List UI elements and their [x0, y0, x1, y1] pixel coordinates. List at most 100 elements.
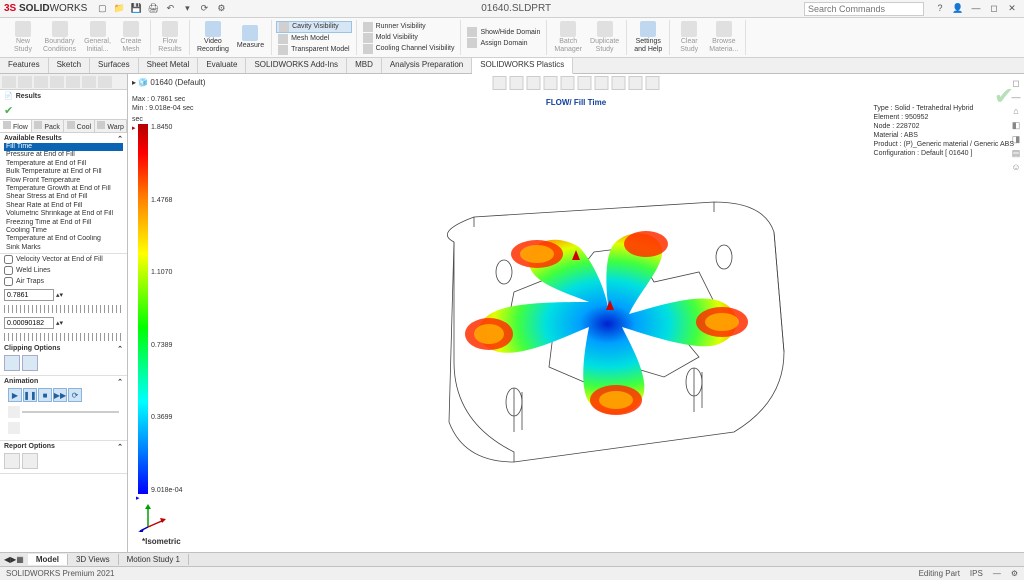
select-icon[interactable]: ▾	[180, 2, 194, 16]
ribbon-btn-browse[interactable]: BrowseMateria...	[706, 20, 741, 54]
tab-features[interactable]: Features	[0, 58, 49, 73]
collapse-icon[interactable]: ⌃	[117, 135, 123, 143]
weld-checkbox[interactable]	[4, 266, 13, 275]
options-icon[interactable]: ⚙	[214, 2, 228, 16]
status-units[interactable]: IPS	[970, 569, 983, 578]
report-btn-2[interactable]	[22, 453, 38, 469]
subtab-cool[interactable]: Cool	[64, 120, 96, 132]
fm-icon-2[interactable]	[18, 76, 32, 88]
subtab-pack[interactable]: Pack	[32, 120, 64, 132]
min-slider-track[interactable]	[4, 333, 123, 341]
status-custom-icon[interactable]: —	[993, 569, 1001, 578]
bottom-tab-motion-study-1[interactable]: Motion Study 1	[119, 554, 189, 565]
bottom-tab-model[interactable]: Model	[28, 554, 68, 565]
spinner-icon[interactable]: ▴▾	[56, 291, 63, 299]
print-icon[interactable]: 🖨	[146, 2, 160, 16]
undo-icon[interactable]: ↶	[163, 2, 177, 16]
ribbon-item-mesh-model[interactable]: Mesh Model	[276, 34, 352, 44]
tab-sketch[interactable]: Sketch	[49, 58, 90, 73]
graphics-tree[interactable]: ▸ 🧊 01640 (Default)	[132, 78, 206, 87]
status-gear-icon[interactable]: ⚙	[1011, 569, 1018, 578]
tab-solidworks-plastics[interactable]: SOLIDWORKS Plastics	[472, 58, 573, 74]
result-volumetric-shrinkage-at-end-of-fill[interactable]: Volumetric Shrinkage at End of Fill	[4, 210, 123, 218]
result-pressure-at-end-of-fill[interactable]: Pressure at End of Fill	[4, 151, 123, 159]
search-commands-input[interactable]	[804, 2, 924, 16]
result-bulk-temperature-at-end-of-fill[interactable]: Bulk Temperature at End of Fill	[4, 168, 123, 176]
zoom-fit-icon[interactable]	[493, 76, 507, 90]
air-checkbox[interactable]	[4, 277, 13, 286]
velocity-checkbox[interactable]	[4, 255, 13, 264]
anim-timeline[interactable]	[22, 411, 119, 413]
clip-btn-2[interactable]	[22, 355, 38, 371]
bottom-tab-3d-views[interactable]: 3D Views	[68, 554, 119, 565]
tab-surfaces[interactable]: Surfaces	[90, 58, 139, 73]
clip-btn-1[interactable]	[4, 355, 20, 371]
anim-ctrl-a[interactable]	[8, 406, 20, 418]
result-temperature-at-end-of-fill[interactable]: Temperature at End of Fill	[4, 160, 123, 168]
ribbon-btn-video[interactable]: VideoRecording	[194, 20, 232, 54]
anim-ctrl-b[interactable]	[8, 422, 20, 434]
ribbon-item-transparent-model[interactable]: Transparent Model	[276, 45, 352, 55]
help-icon[interactable]: ?	[932, 3, 948, 14]
display-style-icon[interactable]	[578, 76, 592, 90]
ribbon-btn-measure[interactable]: Measure	[234, 24, 267, 51]
play-icon[interactable]: ▶	[8, 388, 22, 402]
ribbon-btn-new[interactable]: NewStudy	[8, 20, 38, 54]
appearance-icon[interactable]	[612, 76, 626, 90]
fm-icon-7[interactable]	[98, 76, 112, 88]
ribbon-btn-settings[interactable]: Settingsand Help	[631, 20, 665, 54]
air-checkbox-row[interactable]: Air Traps	[0, 276, 127, 287]
maximize-icon[interactable]: ◻	[986, 3, 1002, 14]
stop-icon[interactable]: ■	[38, 388, 52, 402]
ribbon-btn-boundary[interactable]: BoundaryConditions	[40, 20, 79, 54]
hide-show-icon[interactable]	[595, 76, 609, 90]
ribbon-item-cooling-channel-visibility[interactable]: Cooling Channel Visibility	[361, 44, 457, 54]
min-slider[interactable]: ▴▾	[0, 315, 127, 331]
scene-icon[interactable]	[629, 76, 643, 90]
ribbon-btn-create[interactable]: CreateMesh	[116, 20, 146, 54]
tp-appear-icon[interactable]: ☺	[1010, 162, 1022, 174]
view-settings-icon[interactable]	[646, 76, 660, 90]
tab-evaluate[interactable]: Evaluate	[198, 58, 246, 73]
max-slider-track[interactable]	[4, 305, 123, 313]
weld-checkbox-row[interactable]: Weld Lines	[0, 265, 127, 276]
result-shear-rate-at-end-of-fill[interactable]: Shear Rate at End of Fill	[4, 202, 123, 210]
minimize-icon[interactable]: —	[968, 3, 984, 14]
pause-icon[interactable]: ❚❚	[23, 388, 37, 402]
collapse-icon[interactable]: ⌃	[117, 378, 123, 386]
fm-icon-5[interactable]	[66, 76, 80, 88]
ribbon-btn-clear[interactable]: ClearStudy	[674, 20, 704, 54]
result-flow-front-temperature[interactable]: Flow Front Temperature	[4, 177, 123, 185]
prev-view-icon[interactable]	[527, 76, 541, 90]
velocity-checkbox-row[interactable]: Velocity Vector at End of Fill	[0, 254, 127, 265]
result-temperature-at-end-of-cooling[interactable]: Temperature at End of Cooling	[4, 235, 123, 243]
fm-icon-4[interactable]	[50, 76, 64, 88]
view-orient-icon[interactable]	[561, 76, 575, 90]
ribbon-btn-duplicate[interactable]: DuplicateStudy	[587, 20, 622, 54]
result-sink-marks[interactable]: Sink Marks	[4, 244, 123, 251]
result-freezing-time-at-end-of-fill[interactable]: Freezing Time at End of Fill	[4, 219, 123, 227]
tab-solidworks-add-ins[interactable]: SOLIDWORKS Add-Ins	[246, 58, 347, 73]
subtab-flow[interactable]: Flow	[0, 120, 32, 132]
max-slider[interactable]: ▴▾	[0, 287, 127, 303]
spinner-icon[interactable]: ▴▾	[56, 319, 63, 327]
ok-check-icon[interactable]: ✔	[4, 105, 13, 117]
results-list[interactable]: Fill TimePressure at End of FillTemperat…	[4, 143, 123, 251]
fm-icon-6[interactable]	[82, 76, 96, 88]
bt-left-icon[interactable]: ◀▶▦	[0, 555, 28, 564]
ribbon-item-show-hide-domain[interactable]: Show/Hide Domain	[465, 27, 542, 37]
ribbon-btn-batch[interactable]: BatchManager	[551, 20, 585, 54]
view-triad[interactable]	[138, 502, 168, 532]
tab-sheet-metal[interactable]: Sheet Metal	[139, 58, 199, 73]
new-icon[interactable]: ▢	[95, 2, 109, 16]
close-icon[interactable]: ✕	[1004, 3, 1020, 14]
result-shear-stress-at-end-of-fill[interactable]: Shear Stress at End of Fill	[4, 193, 123, 201]
result-fill-time[interactable]: Fill Time	[4, 143, 123, 151]
fm-icon-1[interactable]	[2, 76, 16, 88]
login-icon[interactable]: 👤	[950, 3, 966, 14]
result-temperature-growth-at-end-of-fill[interactable]: Temperature Growth at End of Fill	[4, 185, 123, 193]
section-icon[interactable]	[544, 76, 558, 90]
subtab-warp[interactable]: Warp	[95, 120, 127, 132]
min-value-input[interactable]	[4, 317, 54, 329]
tab-analysis-preparation[interactable]: Analysis Preparation	[382, 58, 472, 73]
